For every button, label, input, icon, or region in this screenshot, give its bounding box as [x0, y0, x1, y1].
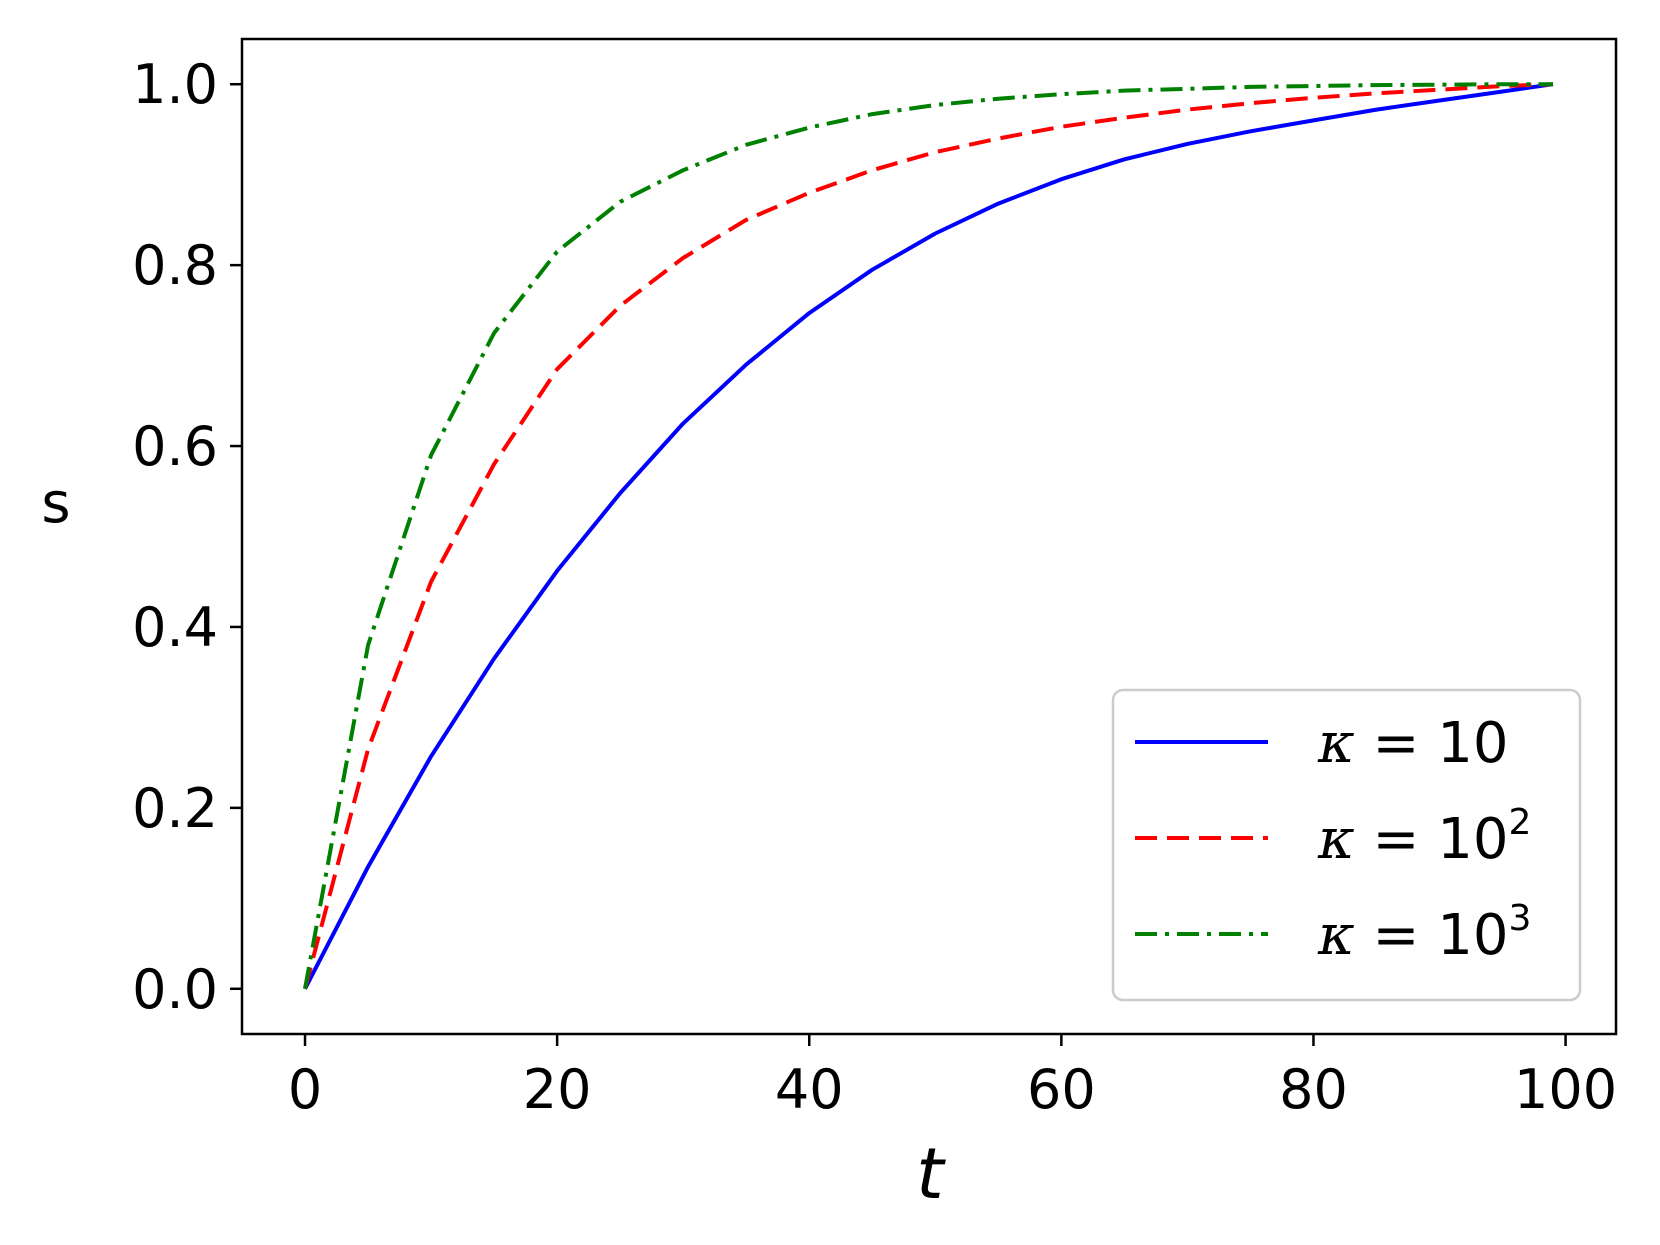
legend: κ = 10 κ = 102 κ = 103: [1111, 688, 1582, 1002]
y-tick-label: 0.4: [132, 596, 218, 659]
y-tick-label: 0.6: [132, 415, 218, 478]
x-tick-label: 0: [288, 1058, 322, 1121]
y-tick-label: 0.8: [132, 234, 218, 297]
series-layer: [303, 82, 1554, 990]
y-tick-label: 0.0: [132, 958, 218, 1021]
legend-frame: [1111, 688, 1582, 1002]
x-tick-label: 100: [1514, 1058, 1617, 1121]
x-tick-label: 20: [523, 1058, 592, 1121]
x-tick-label: 80: [1279, 1058, 1348, 1121]
plot-frame: [240, 37, 1618, 1036]
series-line-2: [303, 82, 1554, 990]
ticks-layer: 0 20 40 60 80 100 0.0 0.2 0.4 0.6 0.8 1.0: [132, 53, 1617, 1121]
series-line-3: [303, 82, 1553, 990]
y-axis-label: s: [41, 471, 70, 536]
y-tick-label: 0.2: [132, 777, 218, 840]
x-tick-label: 40: [775, 1058, 844, 1121]
x-tick-label: 60: [1027, 1058, 1096, 1121]
x-axis-label: t: [916, 1133, 946, 1215]
legend-label-1: κ = 10: [1317, 711, 1509, 776]
y-tick-label: 1.0: [132, 53, 218, 116]
legend-label-3: κ = 103: [1317, 898, 1531, 968]
legend-label-2: κ = 102: [1317, 802, 1531, 872]
series-line-1: [303, 82, 1554, 990]
